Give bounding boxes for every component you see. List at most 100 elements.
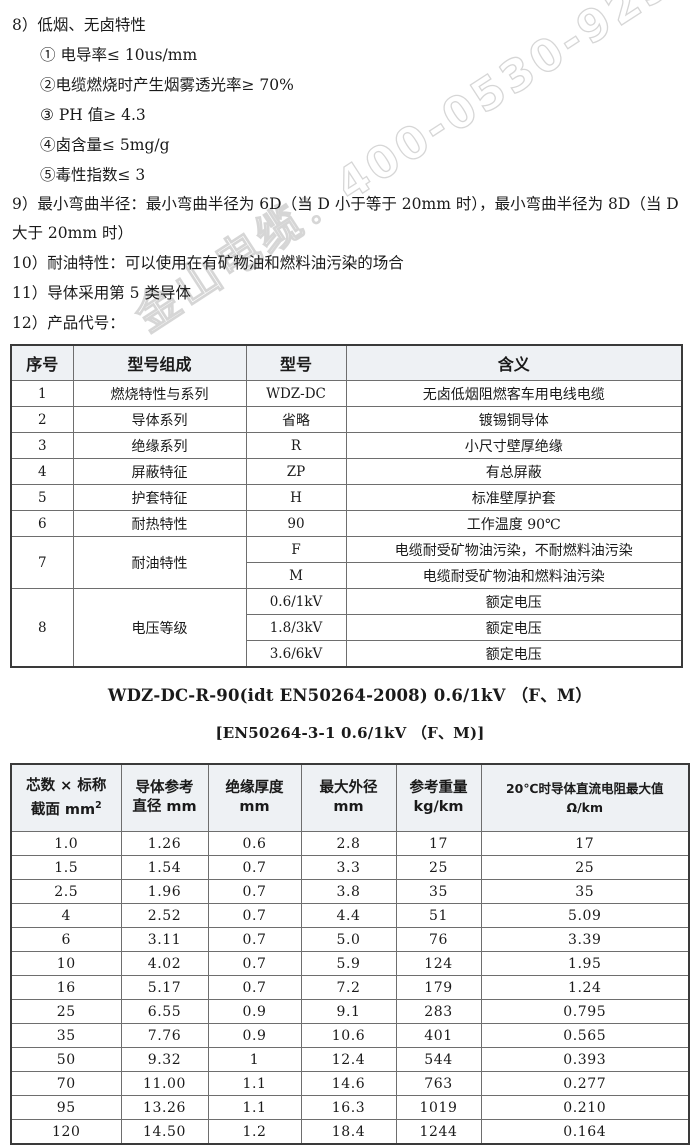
- table-row: 35 7.76 0.9 10.6 401 0.565: [10, 1023, 690, 1048]
- th-max-outer-diameter: 最大外径 mm: [300, 763, 397, 832]
- cell-conductor-diameter: 11.00: [120, 1071, 209, 1096]
- cell-max-outer-diameter: 10.6: [300, 1023, 397, 1048]
- th-line1: 导体参考: [135, 780, 194, 796]
- cell-conductor-diameter: 1.26: [120, 831, 209, 856]
- table-header-row: 序号 型号组成 型号 含义: [10, 344, 683, 381]
- cell-meaning: 电缆耐受矿物油污染，不耐燃料油污染: [345, 536, 683, 563]
- cell-cores-section: 4: [10, 903, 122, 928]
- table-row: 1.0 1.26 0.6 2.8 17 17: [10, 831, 690, 856]
- cell-code: ZP: [245, 458, 347, 485]
- cell-dc-resistance: 0.210: [480, 1095, 690, 1120]
- spec-table-body: 1.0 1.26 0.6 2.8 17 17 1.5 1.54 0.7 3.3 …: [10, 831, 690, 1145]
- cell-conductor-diameter: 7.76: [120, 1023, 209, 1048]
- cell-serial: 8: [10, 588, 74, 668]
- th-conductor-diameter: 导体参考 直径 mm: [120, 763, 209, 832]
- cell-reference-weight: 25: [395, 855, 482, 880]
- cell-dc-resistance: 5.09: [480, 903, 690, 928]
- cell-serial: 1: [10, 380, 74, 407]
- table-row: 25 6.55 0.9 9.1 283 0.795: [10, 999, 690, 1024]
- cell-conductor-diameter: 6.55: [120, 999, 209, 1024]
- cell-max-outer-diameter: 12.4: [300, 1047, 397, 1072]
- cell-code: 0.6/1kV: [245, 588, 347, 615]
- cell-dc-resistance: 25: [480, 855, 690, 880]
- table-row: 16 5.17 0.7 7.2 179 1.24: [10, 975, 690, 1000]
- cell-meaning: 标准壁厚护套: [345, 484, 683, 511]
- sub-text: PH 值≥ 4.3: [58, 106, 146, 124]
- cell-max-outer-diameter: 3.3: [300, 855, 397, 880]
- cell-meaning: 额定电压: [345, 640, 683, 668]
- th-line2: Ω/km: [566, 800, 604, 815]
- cell-conductor-diameter: 1.96: [120, 879, 209, 904]
- cell-max-outer-diameter: 18.4: [300, 1119, 397, 1145]
- table-row: 2 导体系列 省略 镀锡铜导体: [10, 406, 683, 433]
- cell-cores-section: 70: [10, 1071, 122, 1096]
- cell-reference-weight: 544: [395, 1047, 482, 1072]
- cell-insulation-thickness: 0.9: [207, 999, 302, 1024]
- th-meaning: 含义: [345, 344, 683, 381]
- cell-insulation-thickness: 1.1: [207, 1095, 302, 1120]
- table-row: 8 电压等级 0.6/1kV 额定电压: [10, 588, 683, 668]
- table-row: 3 绝缘系列 R 小尺寸壁厚绝缘: [10, 432, 683, 459]
- cell-meaning: 额定电压: [345, 588, 683, 615]
- cell-code: 3.6/6kV: [245, 640, 347, 668]
- sub-item-3: ③ PH 值≥ 4.3: [12, 100, 688, 130]
- cell-meaning: 有总屏蔽: [345, 458, 683, 485]
- sub-text: 毒性指数≤ 3: [55, 166, 146, 184]
- cell-max-outer-diameter: 4.4: [300, 903, 397, 928]
- table-row: M 电缆耐受矿物油和燃料油污染: [11, 562, 683, 589]
- th-line1: 芯数 × 标称: [26, 777, 107, 794]
- cell-meaning: 镀锡铜导体: [345, 406, 683, 433]
- cell-cores-section: 95: [10, 1095, 122, 1120]
- cell-insulation-thickness: 1.1: [207, 1071, 302, 1096]
- list-marker: 8）: [12, 16, 38, 34]
- cell-meaning: 工作温度 90℃: [345, 510, 683, 537]
- th-insulation-thickness: 绝缘厚度 mm: [207, 763, 302, 832]
- sub-text: 卤含量≤ 5mg/g: [55, 136, 170, 154]
- sub-item-5: ⑤毒性指数≤ 3: [12, 160, 688, 190]
- list-item-12: 12）产品代号：: [12, 308, 688, 338]
- cell-reference-weight: 401: [395, 1023, 482, 1048]
- th-line2: mm: [239, 799, 270, 815]
- cell-conductor-diameter: 5.17: [120, 975, 209, 1000]
- cell-insulation-thickness: 0.6: [207, 831, 302, 856]
- product-designation-line-1: WDZ-DC-R-90(idt EN50264-2008) 0.6/1kV （F…: [107, 686, 593, 705]
- cell-insulation-thickness: 1.2: [207, 1119, 302, 1145]
- cell-conductor-diameter: 1.54: [120, 855, 209, 880]
- cell-cores-section: 6: [10, 927, 122, 952]
- cell-composition: 电压等级: [72, 588, 247, 668]
- cell-cores-section: 35: [10, 1023, 122, 1048]
- sub-marker: ③: [40, 106, 54, 124]
- cell-conductor-diameter: 3.11: [120, 927, 209, 952]
- cell-composition: 燃烧特性与系列: [72, 380, 247, 407]
- table-row: 1.8/3kV 额定电压: [11, 614, 683, 641]
- cell-composition: 护套特征: [72, 484, 247, 511]
- list-text: 导体采用第 5 类导体: [47, 284, 191, 302]
- cell-reference-weight: 763: [395, 1071, 482, 1096]
- list-text: 产品代号：: [47, 314, 125, 332]
- table-row: 50 9.32 1 12.4 544 0.393: [10, 1047, 690, 1072]
- cell-insulation-thickness: 0.7: [207, 975, 302, 1000]
- th-composition: 型号组成: [72, 344, 247, 381]
- cell-serial: 4: [10, 458, 74, 485]
- cell-dc-resistance: 3.39: [480, 927, 690, 952]
- cell-meaning: 电缆耐受矿物油和燃料油污染: [345, 562, 683, 589]
- spec-header-row: 芯数 × 标称 截面 mm2 导体参考 直径 mm 绝缘厚度 mm 最大外径 m…: [10, 763, 690, 832]
- cell-composition: 耐油特性: [72, 536, 247, 589]
- cell-cores-section: 25: [10, 999, 122, 1024]
- cell-reference-weight: 35: [395, 879, 482, 904]
- table-row: 6 3.11 0.7 5.0 76 3.39: [10, 927, 690, 952]
- table-row: 6 耐热特性 90 工作温度 90℃: [10, 510, 683, 537]
- table-row: 95 13.26 1.1 16.3 1019 0.210: [10, 1095, 690, 1120]
- cell-composition: 耐热特性: [72, 510, 247, 537]
- cell-code: R: [245, 432, 347, 459]
- th-line1: 参考重量: [409, 780, 468, 796]
- cell-dc-resistance: 0.565: [480, 1023, 690, 1048]
- sub-marker: ①: [40, 46, 56, 64]
- cell-dc-resistance: 0.795: [480, 999, 690, 1024]
- list-item-11: 11）导体采用第 5 类导体: [12, 278, 688, 308]
- cell-serial: 7: [10, 536, 74, 589]
- cell-code: 90: [245, 510, 347, 537]
- cell-reference-weight: 1244: [395, 1119, 482, 1145]
- cell-reference-weight: 51: [395, 903, 482, 928]
- spec-table-wrapper: 芯数 × 标称 截面 mm2 导体参考 直径 mm 绝缘厚度 mm 最大外径 m…: [0, 763, 700, 1145]
